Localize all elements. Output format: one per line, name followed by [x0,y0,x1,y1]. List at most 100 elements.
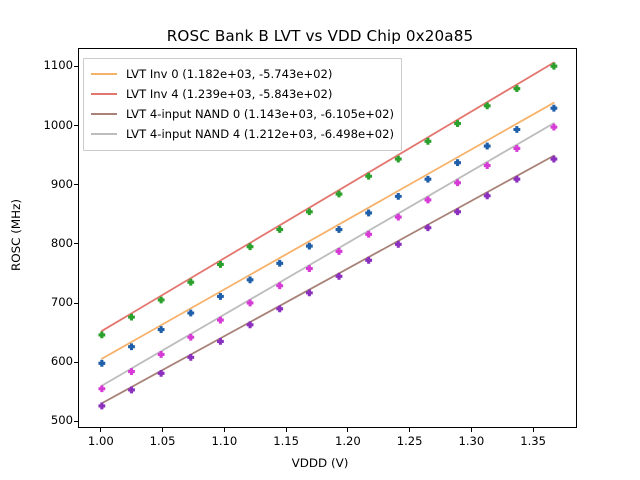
legend-item-label: LVT Inv 4 (1.239e+03, -5.843e+02) [126,87,333,101]
y-tick-mark [74,243,78,245]
data-point-marker [98,359,106,367]
data-point-marker [335,226,343,233]
data-point-marker [305,265,313,272]
y-tick-label: 1000 [43,117,73,132]
x-tick-label: 1.00 [87,434,114,448]
data-point-marker [424,224,432,232]
y-tick-label: 1100 [43,58,73,73]
data-point-marker [187,278,195,286]
legend-item[interactable]: LVT 4-input NAND 4 (1.212e+03, -6.498e+0… [91,124,394,144]
scatter-points-group [98,62,558,410]
data-point-marker [187,333,195,341]
data-point-marker [424,196,432,204]
data-point-marker [424,175,432,183]
x-tick-mark [100,428,102,432]
data-point-marker [513,145,521,152]
data-point-marker [157,351,165,358]
x-tick-label: 1.35 [520,434,547,448]
x-tick-label: 1.25 [396,434,423,448]
legend-item[interactable]: LVT 4-input NAND 0 (1.143e+03, -6.105e+0… [91,104,394,124]
x-tick-label: 1.15 [273,434,300,448]
legend-item[interactable]: LVT Inv 4 (1.239e+03, -5.843e+02) [91,84,394,104]
chart-legend: LVT Inv 0 (1.182e+03, -5.743e+02) LVT Inv… [83,58,403,151]
data-point-marker [157,326,165,333]
data-point-marker [157,369,165,377]
y-axis-label: ROSC (MHz) [9,199,23,271]
x-tick-mark [470,428,472,432]
legend-color-swatch [91,93,117,95]
data-point-marker [128,368,135,375]
x-tick-label: 1.10 [211,434,238,448]
data-point-marker [128,343,135,351]
data-point-marker [550,155,558,163]
legend-item-label: LVT Inv 0 (1.182e+03, -5.743e+02) [126,67,333,81]
fit-line [100,101,555,360]
data-point-marker [483,162,491,170]
data-point-marker [513,175,521,183]
data-point-marker [483,142,491,150]
y-tick-label: 700 [50,295,73,310]
data-point-marker [550,62,558,70]
legend-color-swatch [91,133,117,135]
data-point-marker [454,208,461,216]
data-point-marker [454,179,461,187]
data-point-marker [483,192,491,200]
y-tick-mark [74,420,78,422]
data-point-marker [187,309,195,317]
data-point-marker [187,353,195,361]
y-tick-label: 800 [50,235,73,250]
data-point-marker [424,137,432,145]
y-tick-label: 500 [50,413,73,428]
data-point-marker [365,209,373,217]
data-point-marker [217,316,224,324]
data-point-marker [335,272,343,280]
x-tick-mark [223,428,225,432]
data-point-marker [365,230,373,238]
y-tick-label: 600 [50,354,73,369]
x-tick-label: 1.20 [334,434,361,448]
data-point-marker [246,276,254,284]
data-point-marker [98,402,106,410]
data-point-marker [276,259,284,267]
y-tick-mark [74,65,78,67]
data-point-marker [217,293,224,300]
y-tick-mark [74,125,78,127]
data-point-marker [394,240,402,248]
x-axis-label: VDDD (V) [291,456,349,470]
data-point-marker [550,104,558,112]
data-point-marker [305,242,313,250]
x-tick-mark [409,428,411,432]
data-point-marker [394,192,402,200]
data-point-marker [394,155,402,163]
fit-line [100,154,555,405]
y-tick-label: 900 [50,176,73,191]
x-tick-label: 1.05 [149,434,176,448]
data-point-marker [335,190,343,198]
data-point-marker [246,299,254,307]
legend-item[interactable]: LVT Inv 0 (1.182e+03, -5.743e+02) [91,64,394,84]
fit-lines-group [100,61,555,405]
data-point-marker [305,289,313,297]
data-point-marker [276,226,284,233]
data-point-marker [305,208,313,216]
legend-item-label: LVT 4-input NAND 0 (1.143e+03, -6.105e+0… [126,107,395,121]
fit-line [100,61,555,332]
data-point-marker [246,321,254,329]
y-tick-mark [74,302,78,304]
data-point-marker [513,126,521,133]
y-tick-mark [74,184,78,186]
data-point-marker [550,123,558,131]
data-point-marker [513,85,521,93]
data-point-marker [217,261,224,268]
plot-svg [98,61,558,410]
data-point-marker [335,248,343,255]
data-point-marker [128,386,135,394]
legend-color-swatch [91,73,117,75]
data-point-marker [454,159,461,167]
data-point-marker [483,102,491,110]
data-point-marker [128,313,135,321]
fit-line [100,122,555,387]
legend-color-swatch [91,113,117,115]
x-tick-label: 1.30 [458,434,485,448]
